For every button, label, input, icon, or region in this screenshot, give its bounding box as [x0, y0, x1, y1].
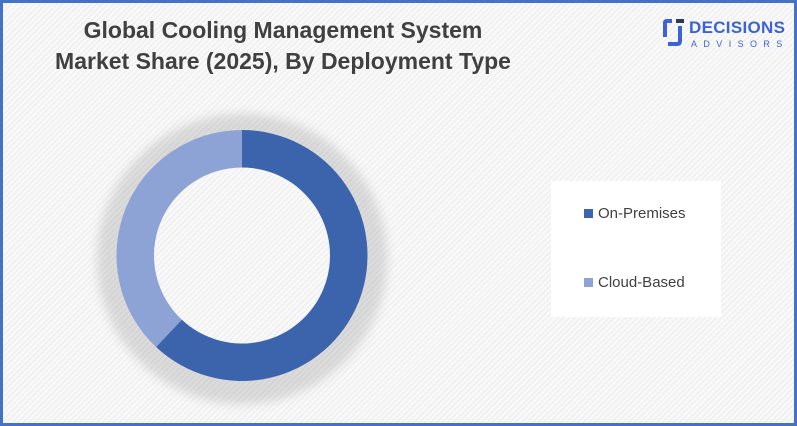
legend: On-Premises Cloud-Based	[551, 181, 721, 317]
legend-item-on-premises: On-Premises	[584, 205, 686, 222]
legend-swatch	[584, 278, 593, 287]
title-line-2: Market Share (2025), By Deployment Type	[55, 48, 511, 74]
legend-label: Cloud-Based	[598, 274, 685, 291]
legend-swatch	[584, 209, 593, 218]
slice-on-premises	[156, 130, 368, 382]
slice-cloud-based	[116, 130, 242, 347]
logo-name: DECISIONS	[689, 18, 786, 37]
logo-icon	[663, 19, 684, 46]
legend-label: On-Premises	[598, 205, 686, 222]
chart-title: Global Cooling Management System Market …	[23, 15, 543, 77]
title-line-1: Global Cooling Management System	[83, 17, 483, 43]
legend-item-cloud-based: Cloud-Based	[584, 274, 685, 291]
logo-sub: ADVISORS	[691, 39, 789, 49]
decisions-advisors-logo: DECISIONS ADVISORS	[663, 17, 793, 57]
